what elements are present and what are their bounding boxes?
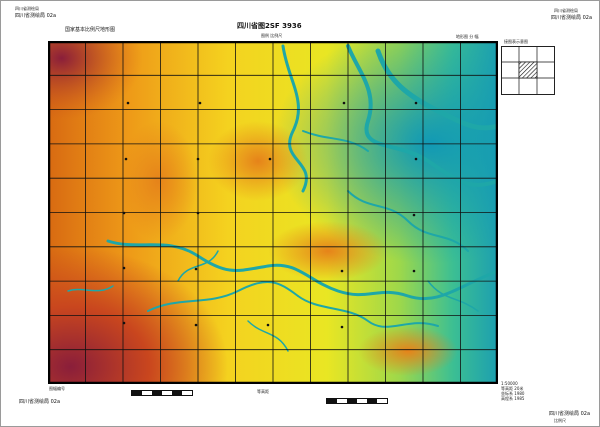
bottom-center-label: 等高距 (257, 389, 269, 394)
scale-bar-right (326, 398, 388, 404)
hill-center (208, 121, 308, 201)
info-line-3: 坐标系 1980 (501, 391, 525, 396)
hill-south (268, 221, 388, 281)
scale-bar-left (131, 390, 193, 396)
right-header: 地形图 分 幅 (456, 34, 479, 39)
bottom-left-tiny: 图幅编号 (49, 386, 65, 391)
sheet-index-diagram (501, 46, 555, 95)
top-center-sub: 图例 比例尺 (261, 33, 283, 38)
top-right-sub: 四川省测绘局 02a (551, 15, 593, 21)
top-left-tiny: 四川省测绘局 (15, 6, 39, 11)
hill-west (118, 121, 198, 241)
bottom-left-label: 四川省测绘局 02a (19, 399, 61, 405)
agency-label: 国家基本比例尺地形图 (65, 27, 116, 33)
info-line-1: 1:50000 (501, 381, 518, 386)
top-right-tiny: 四川省测绘局 (554, 8, 578, 13)
bottom-right-tiny: 比例尺 (554, 418, 566, 423)
top-left-sub: 四川省测绘局 02a (15, 13, 57, 19)
info-line-2: 等高距 20米 (501, 386, 524, 391)
hill-southeast (358, 326, 458, 376)
sheet-index-svg (502, 47, 554, 94)
elevation-map-svg (48, 41, 498, 384)
bottom-right-label: 四川省测绘局 02a (549, 411, 591, 417)
current-sheet-cell (518, 61, 538, 79)
legend-title: 接图表示意图 (504, 39, 528, 44)
map-border (48, 41, 498, 384)
control-points (122, 101, 418, 329)
map-title: 四川省图2SF 3936 (237, 22, 302, 30)
map-info-block: 1:50000 等高距 20米 坐标系 1980 高程系 1985 (501, 381, 541, 401)
info-line-4: 高程系 1985 (501, 396, 525, 401)
elevation-map (48, 41, 498, 384)
